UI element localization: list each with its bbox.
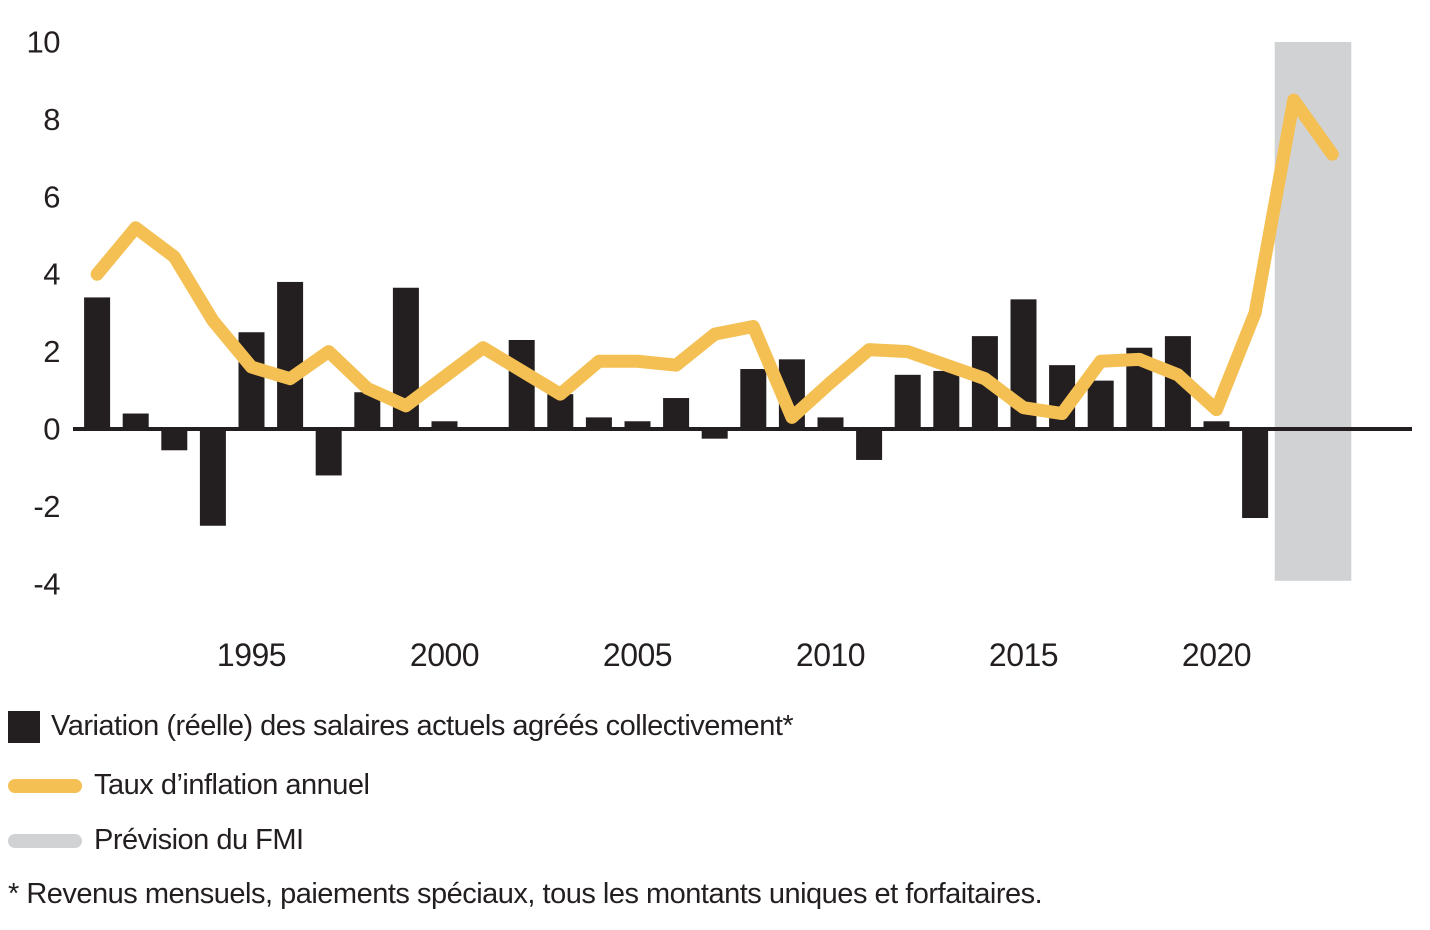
bar-1993 [161,429,188,451]
y-tick-0: 0 [43,412,60,447]
bar-2011 [856,429,883,460]
bar-1997 [315,429,342,476]
bar-2005 [624,421,651,429]
legend-label-inflation: Taux d’inflation annuel [94,769,370,801]
bar-2021 [1242,429,1269,519]
bar-2002 [508,339,535,429]
x-tick-1995: 1995 [217,637,286,673]
footnote: * Revenus mensuels, paiements spéciaux, … [8,878,1043,910]
y-tick--4: -4 [33,566,60,601]
bar-2007 [701,429,728,439]
bar-2010 [817,417,844,429]
y-tick-2: 2 [43,334,60,369]
y-tick-8: 8 [43,102,60,137]
bar-2000 [431,421,458,429]
legend-label-wages: Variation (réelle) des salaires actuels … [51,710,794,742]
bar-1996 [277,281,304,429]
x-tick-2015: 2015 [989,637,1058,673]
wages-bar-swatch [8,710,40,743]
bar-2008 [740,369,767,429]
y-tick-10: 10 [27,25,61,60]
bar-2013 [933,370,960,429]
legend-label-forecast: Prévision du FMI [94,824,304,856]
bar-2020 [1203,421,1230,429]
y-tick-6: 6 [43,179,60,214]
x-tick-2010: 2010 [796,637,865,673]
legend-item-wages: Variation (réelle) des salaires actuels … [8,710,794,743]
legend-item-forecast: Prévision du FMI [8,824,304,857]
y-tick-4: 4 [43,257,60,292]
x-tick-2000: 2000 [410,637,479,673]
bar-1994 [199,429,226,526]
bar-2004 [585,417,612,429]
legend-item-inflation: Taux d’inflation annuel [8,769,370,802]
bar-2017 [1087,380,1114,429]
bar-2006 [663,398,690,429]
x-tick-2005: 2005 [603,637,672,673]
bar-1992 [122,413,149,429]
y-tick--2: -2 [33,489,60,524]
bar-2012 [894,374,921,429]
inflation-line [90,93,1339,424]
bar-1991 [84,297,111,429]
inflation-line-swatch [8,778,82,793]
x-tick-2020: 2020 [1182,637,1251,673]
chart: 10 8 6 4 2 0 -2 -4 1995 2000 2005 2010 2015 2020 [27,25,1412,673]
forecast-band-swatch [8,833,82,848]
